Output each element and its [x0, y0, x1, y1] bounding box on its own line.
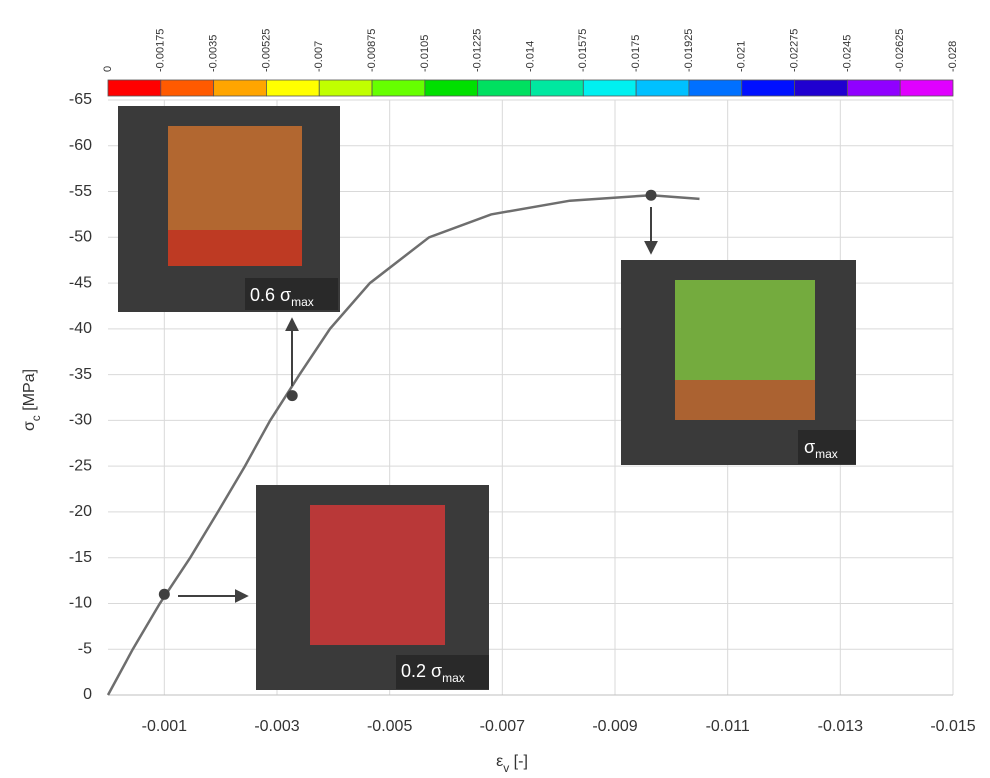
inset-overlay [168, 230, 302, 266]
colorbar-swatch [318, 79, 373, 97]
y-tick-label: -40 [69, 320, 92, 337]
colorbar-swatch [371, 79, 426, 97]
colorbar-swatch [846, 79, 901, 97]
colorbar-tick-label: -0.0035 [208, 35, 220, 72]
label-box [396, 655, 489, 689]
markers [158, 189, 657, 600]
x-tick-label: -0.015 [930, 718, 975, 735]
y-axis-title: σc [MPa] [21, 369, 43, 431]
y-tick-label: -5 [78, 640, 92, 657]
inset-overlay [310, 505, 445, 645]
y-tick-label: -50 [69, 229, 92, 246]
colorbar-swatch [899, 79, 954, 97]
y-tick-label: -25 [69, 457, 92, 474]
x-tick-label: -0.003 [254, 718, 299, 735]
annotation: σmax [804, 437, 838, 461]
marker-point [645, 189, 657, 201]
colorbar-swatch [213, 79, 267, 97]
y-tick-label: -45 [69, 274, 92, 291]
colorbar-tick-label: 0 [102, 66, 114, 72]
y-tick-label: -30 [69, 412, 92, 429]
plot [106, 193, 700, 696]
colorbar-swatch [794, 79, 848, 97]
colorbar-swatch [635, 79, 690, 97]
colorbar-tick-label: -0.02275 [788, 29, 800, 72]
colorbar-swatch [582, 79, 637, 97]
colorbar-tick-label: -0.007 [313, 41, 325, 72]
inset-overlay [675, 280, 815, 380]
y-tick-label: 0 [83, 686, 92, 703]
y-tick-label: -55 [69, 183, 92, 200]
colorbar-swatch [477, 79, 531, 97]
y-tick-label: -20 [69, 503, 92, 520]
colorbar-swatch [741, 79, 795, 97]
colorbar-swatch [266, 79, 320, 97]
x-tick-label: -0.005 [367, 718, 412, 735]
marker-point [158, 588, 170, 600]
x-tick-label: -0.009 [592, 718, 637, 735]
colorbar-tick-label: -0.02625 [894, 29, 906, 72]
insets: 0.6 σmax σmax 0.2 σmax [118, 106, 856, 690]
colorbar-tick-label: -0.028 [947, 41, 959, 72]
colorbar-swatch [160, 79, 215, 97]
x-tick-label: -0.001 [142, 718, 187, 735]
colorbar-tick-label: -0.00875 [366, 29, 378, 72]
colorbar-swatch [530, 79, 584, 97]
x-tick-label: -0.013 [818, 718, 863, 735]
colorbar-tick-label: -0.01225 [472, 29, 484, 72]
y-tick-label: -65 [69, 91, 92, 108]
x-axis-title: εv [-] [496, 753, 528, 775]
colorbar-tick-label: -0.01575 [577, 29, 589, 72]
y-tick-label: -35 [69, 366, 92, 383]
marker-point [286, 390, 298, 402]
colorbar-tick-label: -0.00175 [155, 29, 167, 72]
y-tick-label: -15 [69, 549, 92, 566]
annotation: 0.6 σmax [250, 285, 314, 309]
label-box [798, 430, 856, 464]
data-line [106, 193, 700, 696]
x-tick-label: -0.011 [706, 718, 750, 735]
colorbar-tick-label: -0.014 [524, 41, 536, 72]
colorbar: 0 -0.00175 -0.0035 -0.00525 -0.007 -0.00875 -0… [102, 29, 959, 97]
colorbar-tick-label: -0.01925 [683, 29, 695, 72]
colorbar-tick-label: -0.021 [736, 41, 748, 72]
colorbar-tick-label: -0.0175 [630, 35, 642, 72]
colorbar-tick-label: -0.00525 [260, 29, 272, 72]
colorbar-tick-label: -0.0245 [841, 35, 853, 72]
colorbar-swatch [424, 79, 479, 97]
label-box [245, 278, 338, 310]
y-tick-label: -60 [69, 137, 92, 154]
x-tick-label: -0.007 [480, 718, 525, 735]
colorbar-swatch [107, 79, 162, 97]
annotation: 0.2 σmax [401, 661, 465, 685]
y-tick-label: -10 [69, 595, 92, 612]
inset-overlay [675, 380, 815, 420]
colorbar-swatch [688, 79, 743, 97]
colorbar-tick-label: -0.0105 [419, 35, 431, 72]
